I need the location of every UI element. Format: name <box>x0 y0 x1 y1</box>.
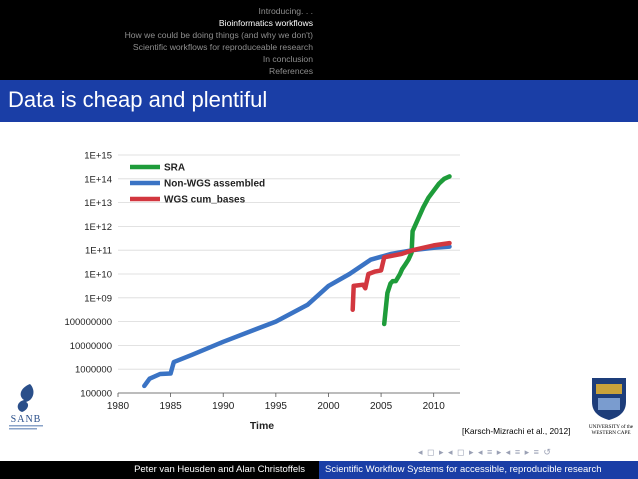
nav-section-introducing[interactable]: Introducing. . . <box>258 6 313 16</box>
series-line-wgs-cum-bases <box>350 240 452 312</box>
beamer-navigation-symbols[interactable]: ◂ ◻ ▸ ◂ ◻ ▸ ◂ ≡ ▸ ◂ ≡ ▸ ≡ ↺ <box>418 447 552 457</box>
x-tick-label: 2000 <box>317 401 340 412</box>
legend-label: SRA <box>164 163 185 174</box>
x-axis-label: Time <box>250 420 274 432</box>
y-tick-label: 1E+14 <box>84 174 112 185</box>
uwc-logo: UNIVERSITY of the WESTERN CAPE <box>589 378 634 436</box>
y-tick-label: 1E+10 <box>84 270 112 281</box>
nav-section-in-conclusion[interactable]: In conclusion <box>262 54 313 64</box>
y-axis-tick-labels: 100000 1000000 10000000 100000000 1E+09 1E+10… <box>64 151 112 400</box>
footer-authors: Peter van Heusden and Alan Christoffels <box>134 464 305 475</box>
x-tick-label: 1980 <box>107 401 130 412</box>
nav-section-list: Introducing. . . Bioinformatics workflow… <box>0 0 319 80</box>
x-tick-label: 1995 <box>265 401 288 412</box>
y-tick-label: 1E+12 <box>84 222 112 233</box>
chart-legend: SRA Non-WGS assembled WGS cum_bases <box>130 163 265 206</box>
nav-section-bioinformatics-workflows[interactable]: Bioinformatics workflows <box>218 18 313 28</box>
nav-section-references[interactable]: References <box>269 66 313 76</box>
nav-section-how-we-could[interactable]: How we could be doing things (and why we… <box>124 30 313 40</box>
data-growth-chart: 100000 1000000 10000000 100000000 1E+09 1E+10… <box>64 151 460 432</box>
citation: [Karsch-Mizrachi et al., 2012] <box>462 426 571 436</box>
footer-right: Scientific Workflow Systems for accessib… <box>319 461 638 479</box>
footer-left: Peter van Heusden and Alan Christoffels <box>0 461 319 479</box>
x-axis-tick-labels: 1980 1985 1990 1995 2000 2005 2010 <box>107 393 445 412</box>
x-tick-label: 1990 <box>212 401 235 412</box>
y-tick-label: 1E+11 <box>85 246 112 257</box>
sanb-logo-text: SANB <box>11 414 42 425</box>
y-tick-label: 1E+13 <box>84 198 112 209</box>
y-tick-label: 1E+15 <box>84 151 112 162</box>
sanb-logo: SANB <box>9 384 43 430</box>
nav-right-panel <box>319 0 638 80</box>
x-tick-label: 1985 <box>159 401 182 412</box>
y-tick-label: 1000000 <box>75 365 112 376</box>
frame-title: Data is cheap and plentiful <box>8 87 268 112</box>
y-tick-label: 100000000 <box>64 317 112 328</box>
nav-section-scientific-workflows[interactable]: Scientific workflows for reproduceable r… <box>132 42 313 52</box>
nav-left-panel <box>0 0 319 80</box>
frame-title-bar: Data is cheap and plentiful <box>0 80 638 122</box>
footer-bar: Peter van Heusden and Alan Christoffels … <box>0 461 638 479</box>
legend-label: Non-WGS assembled <box>164 179 265 190</box>
y-axis-gridlines <box>118 154 460 394</box>
y-tick-label: 1E+09 <box>84 293 112 304</box>
footer-talk-title: Scientific Workflow Systems for accessib… <box>325 464 602 475</box>
top-navigation: Introducing. . . Bioinformatics workflow… <box>0 0 638 80</box>
uwc-name-line2: WESTERN CAPE <box>591 430 630 436</box>
uwc-name-line1: UNIVERSITY of the <box>589 423 634 430</box>
series-line-sra <box>381 174 452 327</box>
x-tick-label: 2010 <box>423 401 446 412</box>
chart-series <box>142 174 452 389</box>
x-tick-label: 2005 <box>370 401 393 412</box>
sanb-logo-mark <box>17 384 34 412</box>
y-tick-label: 10000000 <box>70 341 112 352</box>
legend-label: WGS cum_bases <box>164 195 246 206</box>
y-tick-label: 100000 <box>80 389 112 400</box>
